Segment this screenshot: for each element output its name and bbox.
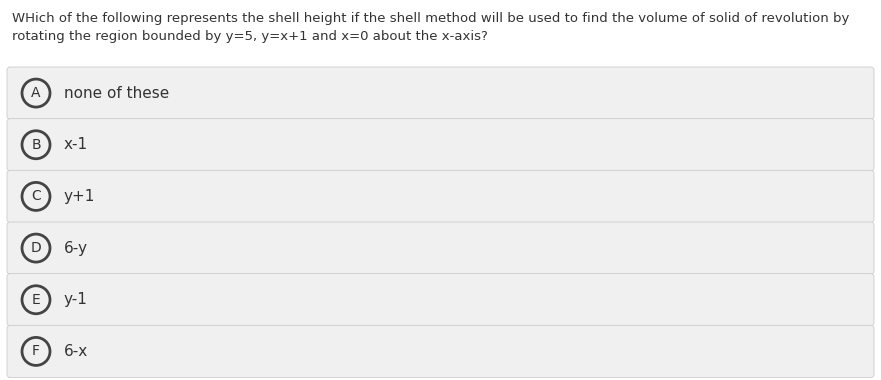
- FancyBboxPatch shape: [7, 222, 874, 274]
- Text: WHich of the following represents the shell height if the shell method will be u: WHich of the following represents the sh…: [12, 12, 849, 25]
- Text: E: E: [32, 293, 41, 307]
- FancyBboxPatch shape: [7, 274, 874, 326]
- Text: 6-y: 6-y: [64, 241, 88, 256]
- FancyBboxPatch shape: [7, 170, 874, 223]
- FancyBboxPatch shape: [7, 325, 874, 377]
- Text: F: F: [32, 344, 40, 358]
- FancyBboxPatch shape: [7, 67, 874, 119]
- Text: y-1: y-1: [64, 292, 88, 307]
- Text: D: D: [31, 241, 41, 255]
- Text: rotating the region bounded by y=5, y=x+1 and x=0 about the x-axis?: rotating the region bounded by y=5, y=x+…: [12, 30, 488, 43]
- Circle shape: [22, 79, 50, 107]
- Circle shape: [22, 131, 50, 159]
- Text: 6-x: 6-x: [64, 344, 88, 359]
- Text: B: B: [31, 138, 41, 152]
- Circle shape: [22, 337, 50, 366]
- Text: x-1: x-1: [64, 137, 88, 152]
- Text: A: A: [31, 86, 41, 100]
- Circle shape: [22, 182, 50, 211]
- FancyBboxPatch shape: [7, 119, 874, 171]
- Text: y+1: y+1: [64, 189, 95, 204]
- Text: C: C: [31, 189, 41, 203]
- Text: none of these: none of these: [64, 86, 169, 101]
- Circle shape: [22, 234, 50, 262]
- Circle shape: [22, 286, 50, 314]
